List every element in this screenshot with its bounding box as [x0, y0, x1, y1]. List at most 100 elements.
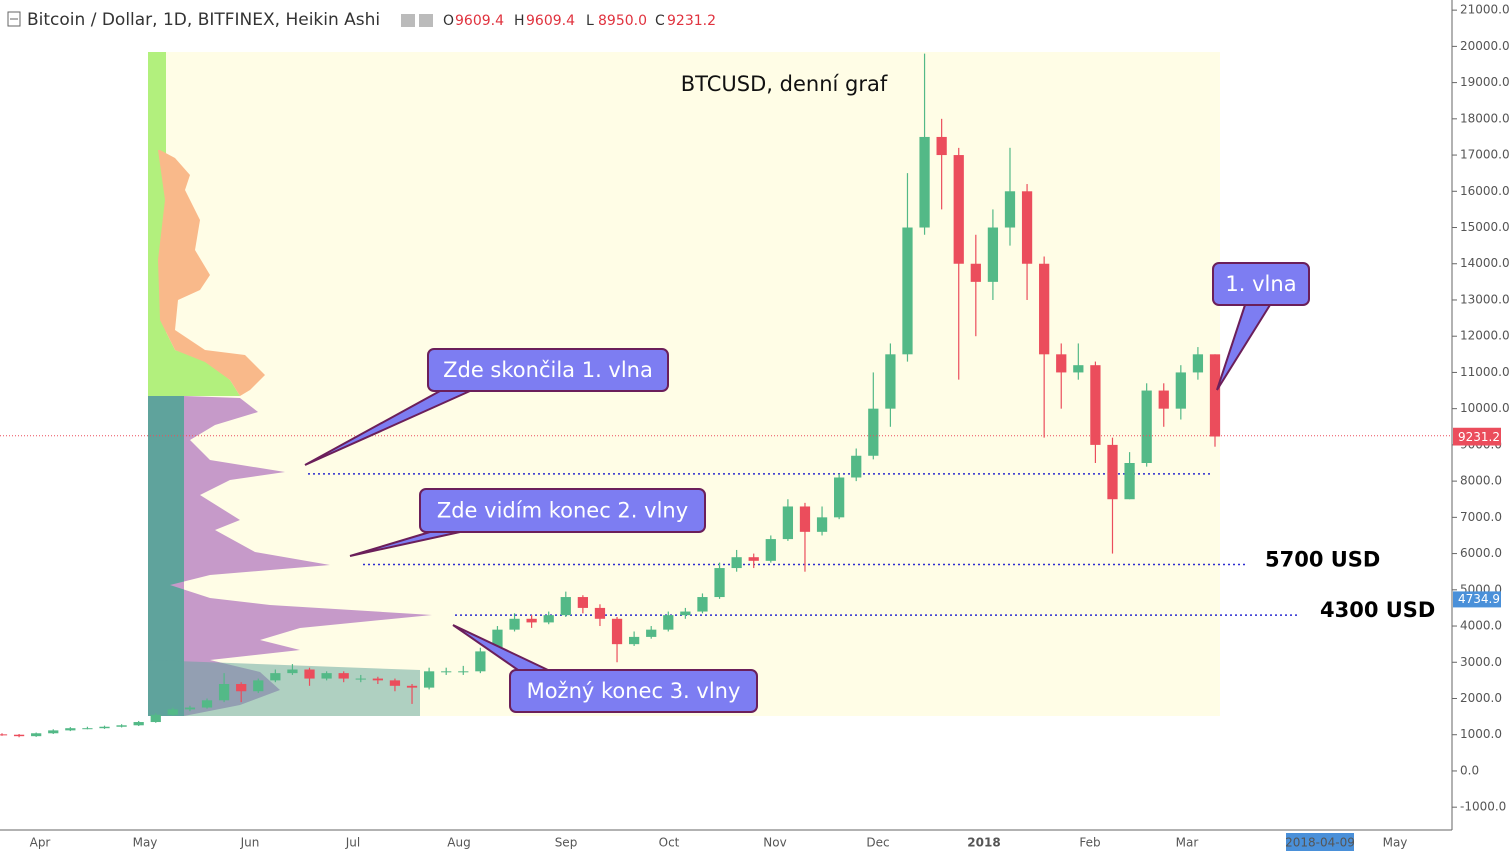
candle-body	[646, 629, 657, 637]
candle-body	[509, 618, 520, 630]
x-tick-label: Dec	[866, 836, 889, 850]
candle-body	[236, 683, 247, 692]
candle-body	[1004, 191, 1016, 228]
y-tick-label: 14000.0	[1460, 256, 1510, 270]
candle-body	[441, 671, 452, 673]
price-label: 9231.2	[1458, 430, 1500, 444]
ohlc-key: C	[655, 13, 665, 29]
candle-body	[492, 629, 503, 652]
range-area	[148, 52, 1220, 716]
candle-body	[150, 714, 161, 723]
y-tick-label: 19000.0	[1460, 75, 1510, 89]
candle-body	[987, 227, 999, 282]
x-tick-label: Aug	[447, 836, 470, 850]
candle-body	[406, 685, 418, 688]
y-tick-label: 21000.0	[1460, 3, 1510, 17]
candle-body	[663, 615, 674, 630]
x-tick-label: Sep	[555, 836, 578, 850]
candle-body	[1056, 354, 1067, 373]
callout-box	[509, 669, 758, 713]
x-tick-label: Mar	[1176, 836, 1199, 850]
candle-body	[834, 477, 845, 518]
candle-body	[48, 730, 59, 734]
candle-body	[799, 506, 811, 532]
candle-body	[13, 734, 25, 737]
candle-body	[1090, 365, 1101, 445]
candle-body	[31, 733, 42, 737]
y-tick-label: 7000.0	[1460, 510, 1502, 524]
crosshair-date-box	[1286, 833, 1354, 851]
candle-body	[816, 517, 828, 532]
candle-body	[133, 722, 144, 726]
vp-down	[170, 396, 432, 716]
candle-body	[0, 734, 8, 736]
x-tick-label: May	[1383, 836, 1408, 850]
candle-body	[936, 136, 947, 156]
y-tick-label: 8000.0	[1460, 474, 1502, 488]
y-tick-label: 16000.0	[1460, 184, 1510, 198]
price-label-box	[1453, 429, 1501, 446]
candle-body	[714, 568, 725, 598]
x-tick-label: Apr	[30, 836, 51, 850]
candle-body	[526, 618, 537, 623]
candle-body	[902, 227, 913, 355]
settings-icon[interactable]	[419, 14, 433, 27]
candle-body	[919, 136, 930, 228]
candle-body	[1073, 365, 1084, 373]
price-label: 4734.9	[1458, 592, 1500, 606]
callout-box	[427, 348, 669, 392]
candle-body	[201, 700, 213, 708]
ohlc-key: H	[514, 13, 525, 29]
candle-body	[458, 671, 469, 673]
x-tick-label: Feb	[1079, 836, 1100, 850]
candle-body	[953, 155, 964, 264]
x-tick-label: 2018-04-09	[1285, 836, 1355, 850]
vp-up	[148, 52, 240, 396]
y-tick-label: 0.0	[1460, 763, 1479, 777]
y-tick-label: 3000.0	[1460, 655, 1502, 669]
candle-body	[304, 669, 315, 679]
candle-body	[321, 673, 332, 679]
x-tick-label: Nov	[763, 836, 786, 850]
ohlc-key: L	[586, 13, 594, 29]
x-tick-label: Jul	[345, 836, 360, 850]
candle-body	[1124, 463, 1135, 500]
candle-body	[680, 611, 691, 616]
y-tick-label: 12000.0	[1460, 329, 1510, 343]
eye-icon[interactable]	[401, 14, 415, 27]
y-tick-label: 18000.0	[1460, 111, 1510, 125]
candle-body	[1039, 263, 1050, 355]
candle-body	[389, 680, 401, 686]
chart-title: BTCUSD, denní graf	[681, 72, 888, 96]
callout-text: 1. vlna	[1225, 272, 1296, 296]
candle-body	[782, 506, 794, 540]
x-tick-label: Oct	[659, 836, 680, 850]
candle-body	[543, 615, 554, 623]
y-tick-label: 2000.0	[1460, 691, 1502, 705]
level-label: 4300 USD	[1320, 598, 1435, 622]
candle-body	[748, 557, 759, 561]
price-label-box	[1453, 591, 1501, 608]
y-tick-label: 10000.0	[1460, 401, 1510, 415]
ohlc-value: 8950.0	[598, 13, 647, 29]
candle-body	[577, 597, 588, 608]
vp-down	[158, 150, 265, 396]
y-tick-label: 4000.0	[1460, 619, 1502, 633]
candle-body	[1175, 372, 1186, 409]
candle-body	[851, 455, 862, 478]
candle-body	[629, 636, 640, 645]
candle-body	[594, 607, 606, 619]
ohlc-value: 9609.4	[526, 13, 575, 29]
candle-body	[970, 263, 981, 282]
y-tick-label: 13000.0	[1460, 292, 1510, 306]
callout-box	[1212, 262, 1310, 306]
candle-body	[697, 597, 708, 612]
candle-body	[82, 728, 93, 730]
candle-body	[1192, 354, 1204, 373]
candle-body	[116, 725, 127, 727]
candle-body	[1209, 354, 1221, 437]
vp-base	[148, 660, 420, 716]
volume-profile	[148, 52, 432, 716]
collapse-icon[interactable]	[7, 11, 21, 27]
